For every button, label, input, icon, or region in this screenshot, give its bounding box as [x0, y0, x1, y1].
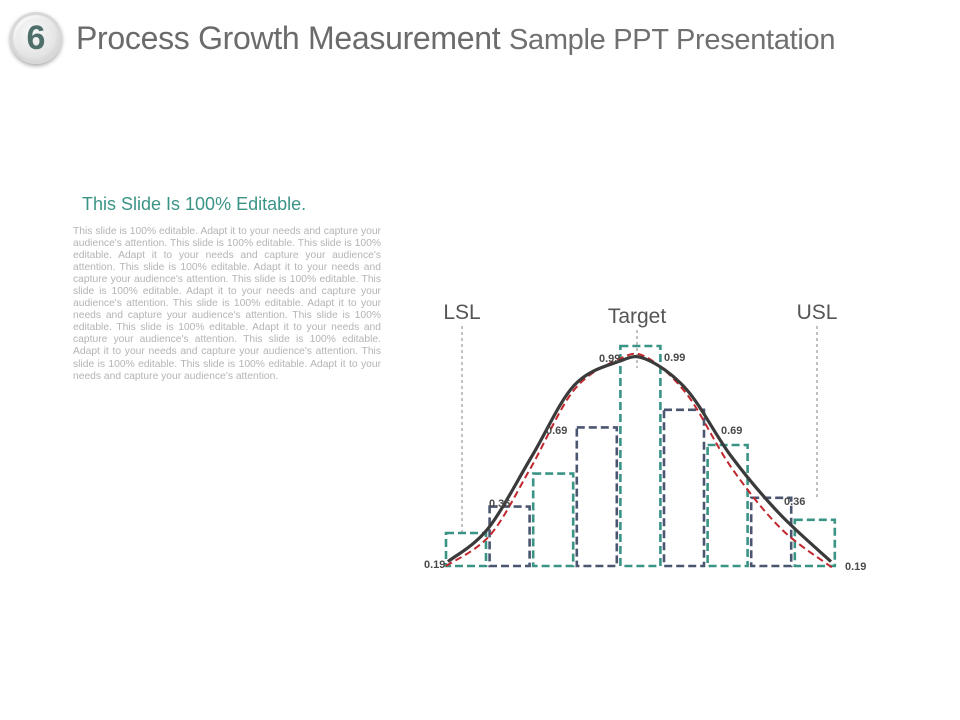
- chart-bar: [706, 443, 749, 568]
- chart-bar: [575, 426, 619, 568]
- limit-label: USL: [797, 301, 838, 324]
- fitted-curve-line: [445, 352, 834, 569]
- data-label: 0.19: [424, 559, 445, 571]
- slide-header: 6 Process Growth Measurement Sample PPT …: [0, 0, 960, 90]
- chart-bar: [662, 408, 706, 568]
- data-label: 0.99: [599, 353, 620, 365]
- page-title: Process Growth Measurement Sample PPT Pr…: [76, 20, 836, 57]
- data-label: 0.36: [784, 496, 805, 508]
- limit-label: Target: [608, 305, 667, 328]
- title-main: Process Growth Measurement: [76, 20, 501, 56]
- data-label: 0.69: [721, 425, 742, 437]
- badge-number: 6: [16, 18, 56, 58]
- content-body: This slide is 100% editable. Adapt it to…: [73, 226, 381, 382]
- chart-bar: [793, 518, 837, 568]
- number-badge: 6: [10, 12, 62, 64]
- data-label: 0.69: [546, 425, 567, 437]
- distribution-curve-line: [446, 355, 833, 563]
- chart-bar: [531, 472, 575, 568]
- content-subtitle: This Slide Is 100% Editable.: [82, 194, 307, 214]
- chart-bar: [749, 496, 793, 568]
- title-sub: Sample PPT Presentation: [508, 24, 836, 56]
- data-label: 0.36: [489, 498, 510, 510]
- limit-label: LSL: [443, 301, 480, 324]
- chart-bar: [619, 344, 662, 568]
- chart-bar: [444, 531, 488, 568]
- data-label: 0.19: [845, 561, 866, 573]
- data-label: 0.99: [664, 352, 685, 364]
